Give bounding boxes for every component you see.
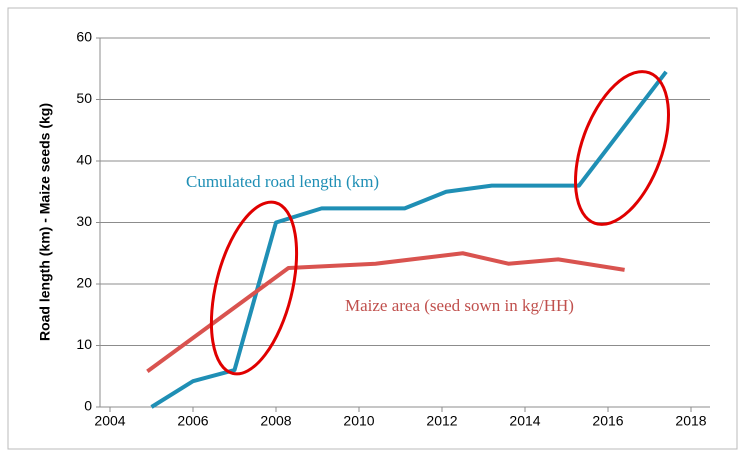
x-tick-label: 2004 xyxy=(94,413,125,429)
y-tick-label: 0 xyxy=(84,398,92,414)
x-tick-label: 2018 xyxy=(675,413,706,429)
x-tick-label: 2014 xyxy=(509,413,540,429)
y-tick-label: 60 xyxy=(76,29,92,45)
y-tick-label: 20 xyxy=(76,275,92,291)
x-tick-label: 2006 xyxy=(177,413,208,429)
series-line xyxy=(146,251,625,373)
highlight-ellipse xyxy=(209,200,299,376)
series-annotation: Cumulated road length (km) xyxy=(186,172,379,191)
x-tick-label: 2016 xyxy=(592,413,623,429)
x-tick-label: 2010 xyxy=(343,413,374,429)
x-tick-label: 2008 xyxy=(260,413,291,429)
series-annotation: Maize area (seed sown in kg/HH) xyxy=(345,296,574,315)
y-tick-label: 10 xyxy=(76,336,92,352)
y-tick-label: 50 xyxy=(76,90,92,106)
series-line xyxy=(150,70,668,409)
y-axis-label: Road length (km) - Maize seeds (kg) xyxy=(37,103,53,341)
x-tick-label: 2012 xyxy=(426,413,457,429)
chart-border xyxy=(7,7,738,450)
y-tick-label: 30 xyxy=(76,213,92,229)
y-tick-label: 40 xyxy=(76,152,92,168)
highlight-ellipse xyxy=(574,70,670,226)
